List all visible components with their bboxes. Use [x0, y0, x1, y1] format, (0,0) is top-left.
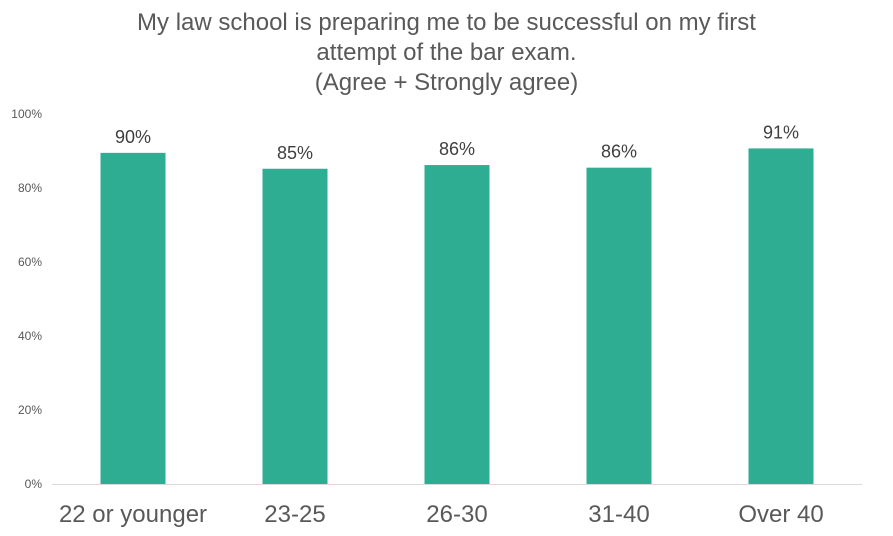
- bar: [262, 168, 328, 484]
- chart-title-line-3: (Agree + Strongly agree): [314, 69, 579, 96]
- bar: [424, 165, 490, 484]
- x-tick-label: 26-30: [426, 501, 487, 528]
- chart-labels: 90% 22 or younger 85% 23-25 86% 26-30 86% 31-40…: [59, 122, 824, 528]
- chart-title-line-2: attempt of the bar exam.: [316, 39, 577, 66]
- data-label: 86%: [439, 139, 475, 159]
- y-tick-label: 20%: [18, 403, 42, 417]
- x-tick-label: 22 or younger: [59, 501, 207, 528]
- data-label: 91%: [763, 122, 799, 142]
- y-tick-label: 40%: [18, 329, 42, 343]
- x-tick-label: 23-25: [264, 501, 325, 528]
- chart-bars: [100, 148, 814, 484]
- y-tick-label: 0%: [25, 477, 43, 491]
- data-label: 90%: [115, 127, 151, 147]
- chart-axes: 0% 20% 40% 60% 80% 100%: [11, 107, 862, 491]
- data-label: 86%: [601, 142, 637, 162]
- chart-title: My law school is preparing me to be succ…: [0, 8, 893, 98]
- y-tick-label: 100%: [11, 107, 42, 121]
- y-tick-label: 80%: [18, 181, 42, 195]
- x-tick-label: Over 40: [738, 501, 823, 528]
- chart-title-line-1: My law school is preparing me to be succ…: [137, 9, 756, 36]
- y-tick-label: 60%: [18, 255, 42, 269]
- bar: [100, 152, 166, 484]
- x-tick-label: 31-40: [588, 501, 649, 528]
- bar: [748, 148, 814, 484]
- bar: [586, 167, 652, 484]
- data-label: 85%: [277, 143, 313, 163]
